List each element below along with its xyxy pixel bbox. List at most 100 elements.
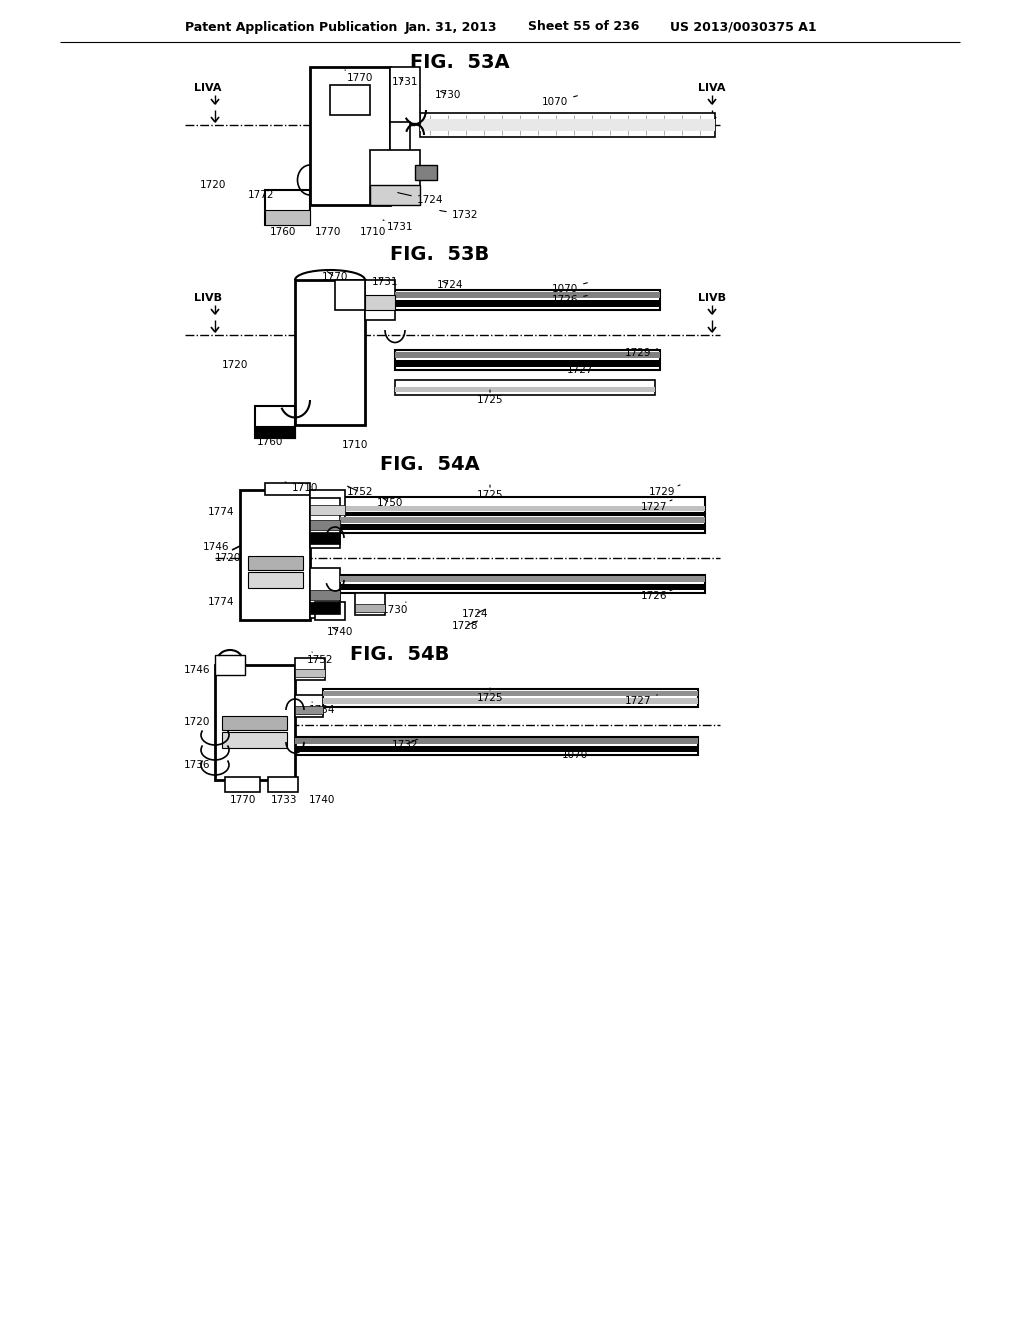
Bar — [295, 696, 323, 717]
Bar — [340, 524, 705, 531]
Bar — [310, 506, 345, 515]
Text: LIVB: LIVB — [698, 293, 726, 304]
Text: 1729: 1729 — [649, 484, 680, 498]
Bar — [420, 119, 715, 131]
Bar — [323, 698, 698, 704]
Text: 1710: 1710 — [342, 440, 369, 450]
Bar — [340, 506, 705, 511]
Text: 1724: 1724 — [462, 609, 488, 619]
Text: 1729: 1729 — [625, 348, 657, 358]
Bar — [225, 777, 260, 792]
Bar — [310, 568, 340, 618]
Text: Jan. 31, 2013: Jan. 31, 2013 — [406, 21, 498, 33]
Text: 1770: 1770 — [315, 227, 341, 238]
Text: LIVB: LIVB — [194, 293, 222, 304]
Bar — [295, 706, 323, 714]
Bar — [390, 67, 420, 125]
Bar — [295, 746, 698, 752]
Text: 1720: 1720 — [200, 180, 226, 190]
Text: 1752: 1752 — [347, 486, 374, 498]
Text: 1746: 1746 — [203, 543, 229, 552]
Bar — [295, 280, 365, 425]
Text: 1732: 1732 — [439, 210, 478, 220]
Bar — [323, 690, 698, 696]
Bar — [395, 350, 660, 370]
Bar — [240, 490, 310, 620]
Text: US 2013/0030375 A1: US 2013/0030375 A1 — [670, 21, 816, 33]
Bar — [395, 380, 655, 395]
Text: 1730: 1730 — [435, 90, 461, 100]
Text: LIVA: LIVA — [698, 83, 726, 92]
Bar — [420, 114, 715, 137]
Bar — [295, 737, 698, 755]
Text: 1774: 1774 — [208, 507, 234, 517]
Bar — [310, 602, 340, 614]
Text: 1724: 1724 — [397, 193, 443, 205]
Text: 1746: 1746 — [183, 665, 210, 675]
Text: 1736: 1736 — [183, 760, 210, 770]
Bar — [415, 165, 437, 180]
Bar — [390, 121, 410, 152]
Text: 1720: 1720 — [222, 360, 249, 370]
Text: FIG.  53B: FIG. 53B — [390, 246, 489, 264]
Text: 1728: 1728 — [452, 620, 478, 631]
Bar — [370, 150, 420, 205]
Bar — [395, 352, 660, 358]
Bar — [310, 498, 340, 548]
Bar — [395, 387, 655, 392]
Text: 1720: 1720 — [215, 553, 242, 564]
Bar — [355, 605, 385, 612]
Bar — [395, 290, 660, 310]
Bar — [295, 657, 325, 680]
Bar — [340, 515, 705, 533]
Text: 1725: 1725 — [477, 484, 503, 500]
Text: 1725: 1725 — [477, 688, 503, 704]
Text: FIG.  54B: FIG. 54B — [350, 645, 450, 664]
Text: 1070: 1070 — [542, 96, 578, 107]
Text: 1740: 1740 — [327, 627, 353, 638]
Text: 1760: 1760 — [257, 437, 284, 447]
Text: 1727: 1727 — [566, 364, 602, 375]
Bar — [335, 280, 365, 310]
Text: 1774: 1774 — [208, 597, 234, 607]
Bar — [310, 590, 340, 601]
Text: 1772: 1772 — [248, 190, 274, 201]
Bar — [310, 67, 390, 205]
Bar — [395, 360, 660, 367]
Bar — [310, 490, 345, 520]
Text: 1070: 1070 — [562, 748, 597, 760]
Bar — [340, 576, 705, 593]
Bar — [268, 777, 298, 792]
Text: 1070: 1070 — [552, 282, 588, 294]
Text: 1731: 1731 — [372, 277, 398, 286]
Bar — [310, 520, 340, 531]
Text: LIVA: LIVA — [195, 83, 222, 92]
Bar — [265, 210, 310, 224]
Text: 1732: 1732 — [392, 739, 418, 750]
Bar — [330, 84, 370, 115]
Text: 1770: 1770 — [229, 795, 256, 805]
Text: Sheet 55 of 236: Sheet 55 of 236 — [528, 21, 639, 33]
Bar — [215, 655, 245, 675]
Bar — [255, 407, 295, 438]
Text: 1731: 1731 — [392, 77, 418, 87]
Text: 1734: 1734 — [309, 702, 335, 715]
Bar — [365, 280, 395, 319]
Bar — [365, 294, 395, 310]
Text: 1740: 1740 — [309, 795, 335, 805]
Text: 1730: 1730 — [382, 602, 409, 615]
Text: 1720: 1720 — [183, 717, 210, 727]
Bar — [295, 738, 698, 744]
Bar — [340, 498, 705, 513]
Bar — [222, 715, 287, 730]
Text: 1726: 1726 — [641, 590, 672, 601]
Text: 1710: 1710 — [360, 227, 386, 238]
Text: 1760: 1760 — [270, 227, 296, 238]
Text: FIG.  53A: FIG. 53A — [411, 53, 510, 71]
Text: 1750: 1750 — [377, 498, 403, 508]
Bar — [340, 583, 705, 590]
Text: 1710: 1710 — [285, 482, 318, 492]
Bar — [370, 185, 420, 205]
Text: 1752: 1752 — [307, 652, 333, 665]
Bar — [395, 292, 660, 298]
